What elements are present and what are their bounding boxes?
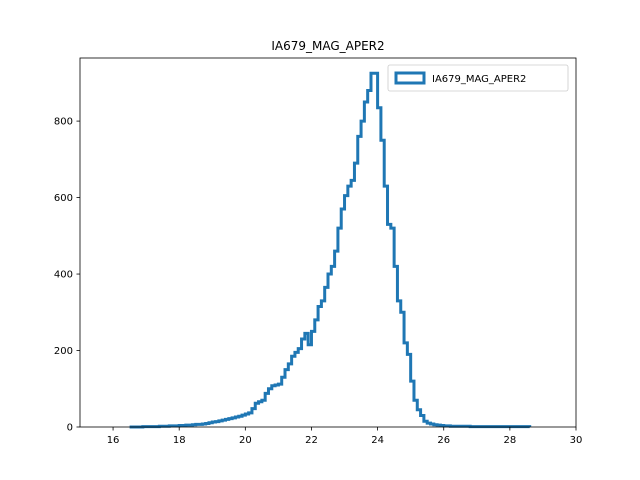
x-tick-label: 22 bbox=[305, 435, 318, 446]
histogram-step-line bbox=[129, 71, 532, 429]
x-tick-label: 20 bbox=[239, 435, 252, 446]
plot-area bbox=[79, 57, 577, 429]
x-tick-label: 18 bbox=[173, 435, 186, 446]
y-tick-label: 400 bbox=[54, 270, 73, 281]
legend-label: IA679_MAG_APER2 bbox=[432, 74, 526, 85]
x-tick-label: 30 bbox=[570, 435, 583, 446]
y-tick-label: 800 bbox=[54, 117, 73, 128]
x-axis: 16 18 20 22 24 26 28 30 bbox=[107, 427, 583, 446]
legend-box bbox=[387, 64, 569, 92]
legend-swatch bbox=[394, 71, 426, 85]
x-tick-label: 26 bbox=[437, 435, 450, 446]
x-tick-label: 16 bbox=[107, 435, 120, 446]
chart-title: IA679_MAG_APER2 bbox=[271, 39, 384, 53]
x-tick-label: 28 bbox=[503, 435, 516, 446]
y-tick-label: 0 bbox=[67, 423, 73, 434]
y-tick-label: 600 bbox=[54, 193, 73, 204]
y-tick-label: 200 bbox=[54, 346, 73, 357]
x-tick-label: 24 bbox=[371, 435, 384, 446]
axes-frame bbox=[79, 57, 577, 428]
y-axis: 0 200 400 600 800 bbox=[54, 117, 80, 434]
legend: IA679_MAG_APER2 bbox=[387, 64, 569, 92]
